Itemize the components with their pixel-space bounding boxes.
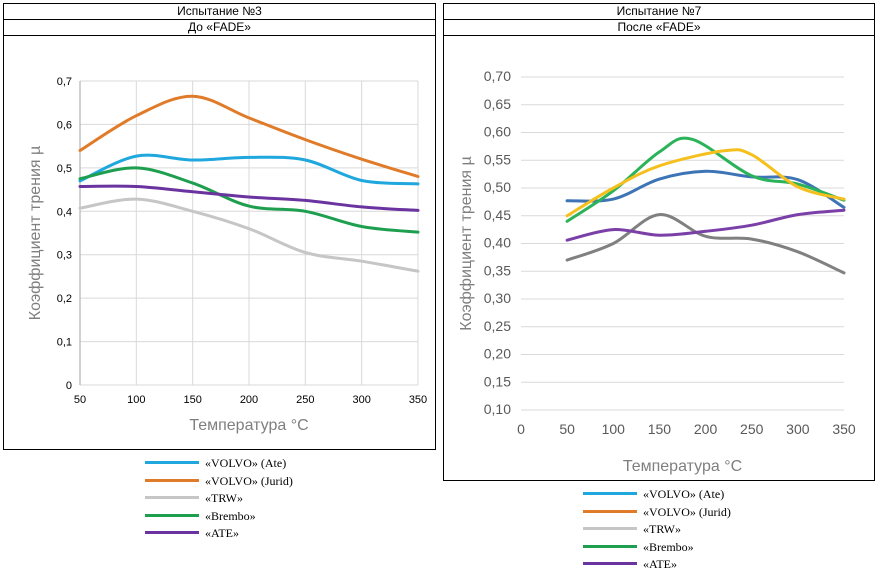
x-tick-label: 50 (559, 421, 575, 437)
y-tick-label: 0,7 (57, 76, 72, 88)
y-tick-label: 0,35 (484, 262, 511, 278)
legend-swatch (145, 478, 199, 482)
y-tick-label: 0,45 (484, 207, 511, 223)
legend-swatch (583, 544, 637, 548)
y-tick-label: 0,2 (57, 293, 72, 305)
y-tick-label: 0,50 (484, 179, 511, 195)
legend-label: «VOLVO» (Ate) (643, 487, 725, 501)
legend-label: «VOLVO» (Jurid) (643, 504, 731, 519)
y-tick-label: 0,15 (484, 373, 511, 389)
legend-swatch (145, 461, 199, 464)
series-line-1 (78, 153, 420, 186)
legend-swatch (583, 527, 637, 530)
legend-label: «TRW» (643, 522, 681, 536)
x-axis-title: Температура °C (623, 458, 742, 475)
x-axis-title: Температура °C (189, 417, 308, 434)
y-axis-title: Коэффициент трения µ (458, 156, 475, 330)
series-line-5 (78, 184, 420, 212)
series-line-4 (78, 166, 420, 234)
x-tick-label: 300 (786, 421, 810, 437)
friction-chart-left: 0 0,1 0,2 0,3 0,4 0,5 0,6 0,7 50 100 150 200 250 300 3… (27, 76, 427, 434)
x-tick-label: 200 (694, 421, 718, 437)
y-axis-title: Коэффициент трения µ (27, 146, 44, 320)
legend-label: «VOLVO» (Ate) (205, 456, 287, 470)
test-title-left: Испытание №3 (4, 4, 435, 20)
legend-label: «ATE» (205, 526, 239, 540)
chart-panel-right: Испытание №7 После «FADE» 0,10 0,15 0,20 0,… (443, 3, 875, 481)
y-tick-label: 0,40 (484, 235, 511, 251)
chart-panel-left: Испытание №3 До «FADE» 0 0,1 0,2 0,3 0,4 0,5 0… (3, 3, 436, 450)
x-tick-label: 150 (648, 421, 672, 437)
y-tick-label: 0 (66, 380, 72, 392)
y-tick-label: 0,5 (57, 163, 72, 175)
series-line-1 (565, 169, 846, 209)
legend-swatch (145, 496, 199, 499)
series-line-3 (565, 148, 846, 218)
y-tick-label: 0,60 (484, 124, 511, 140)
test-title-right: Испытание №7 (444, 4, 874, 20)
y-tick-label: 0,4 (57, 206, 72, 218)
y-tick-label: 0,65 (484, 96, 511, 112)
y-tick-label: 0,3 (57, 250, 72, 262)
legend-label: «ATE» (643, 557, 677, 571)
x-tick-label: 350 (832, 421, 856, 437)
series-line-4 (565, 213, 846, 275)
series-line-3 (78, 197, 420, 273)
legend-label: «VOLVO» (Jurid) (205, 473, 293, 488)
x-tick-label: 0 (517, 421, 525, 437)
legend-swatch (583, 562, 637, 565)
x-tick-label: 350 (409, 394, 427, 406)
series-line-2 (565, 136, 846, 223)
legend-right: «VOLVO» (Ate) «VOLVO» (Jurid) «TRW» «Brembo… (583, 486, 843, 576)
y-tick-label: 0,10 (484, 401, 511, 417)
x-tick-label: 200 (240, 394, 258, 406)
x-tick-label: 250 (296, 394, 314, 406)
legend-swatch (145, 513, 199, 517)
y-tick-label: 0,1 (57, 337, 72, 349)
y-tick-label: 0,6 (57, 119, 72, 131)
series-line-2 (78, 94, 420, 178)
legend-swatch (145, 531, 199, 534)
y-tick-label: 0,30 (484, 290, 511, 306)
condition-title-left: До «FADE» (4, 20, 435, 36)
x-tick-label: 100 (602, 421, 626, 437)
legend-swatch (583, 509, 637, 513)
friction-chart-right: 0,10 0,15 0,20 0,25 0,30 0,35 0,40 0,45 0,50 0,55… (458, 68, 856, 475)
y-tick-label: 0,25 (484, 318, 511, 334)
x-tick-label: 250 (740, 421, 764, 437)
y-tick-label: 0,20 (484, 346, 511, 362)
legend-label: «Brembo» (205, 508, 256, 523)
x-tick-label: 50 (74, 394, 86, 406)
x-tick-label: 150 (183, 394, 201, 406)
condition-title-right: После «FADE» (444, 20, 874, 36)
x-tick-label: 100 (127, 394, 145, 406)
x-tick-label: 300 (352, 394, 370, 406)
legend-label: «TRW» (205, 491, 243, 505)
series-line-5 (565, 208, 846, 242)
y-tick-label: 0,55 (484, 151, 511, 167)
legend-left: «VOLVO» (Ate) «VOLVO» (Jurid) «TRW» «Brembo… (145, 455, 405, 545)
y-tick-label: 0,70 (484, 68, 511, 84)
legend-swatch (583, 492, 637, 495)
legend-label: «Brembo» (643, 539, 694, 554)
